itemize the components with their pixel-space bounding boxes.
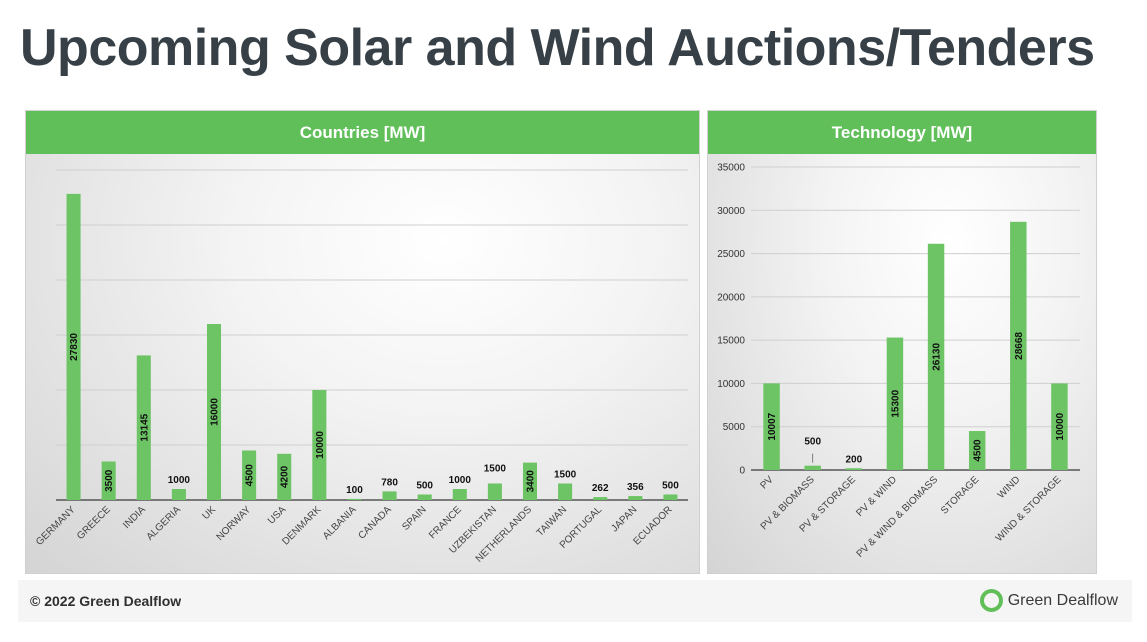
countries-bar-canada <box>382 491 397 500</box>
green-dealflow-ring-icon <box>979 589 1003 612</box>
countries-bar-denmark <box>312 390 327 500</box>
countries-value-label-greece: 3500 <box>104 469 115 492</box>
brand-name: Green Dealflow <box>1007 591 1118 609</box>
countries-value-label-usa: 4200 <box>280 465 291 488</box>
technology-y-tick-label: 15000 <box>717 336 745 347</box>
technology-value-label-storage: 4500 <box>973 439 984 462</box>
technology-y-tick-label: 10000 <box>717 379 745 390</box>
technology-bar-wind-and-storage <box>1051 383 1068 470</box>
countries-bar-uzbekistan <box>487 483 502 500</box>
countries-value-label-uzbekistan: 1500 <box>484 464 507 475</box>
countries-bar-albania <box>347 498 362 500</box>
countries-bar-uk <box>206 324 222 500</box>
countries-value-label-japan: 356 <box>627 482 644 493</box>
countries-bar-netherlands <box>522 462 538 500</box>
countries-category-label-india: INDIA <box>121 504 148 531</box>
technology-category-label-wind: WIND <box>996 474 1023 501</box>
countries-value-label-uk: 16000 <box>210 398 221 426</box>
countries-value-label-netherlands: 3400 <box>526 470 537 493</box>
countries-bar-greece <box>101 461 116 500</box>
countries-bar-portugal <box>593 497 608 500</box>
countries-value-label-algeria: 1000 <box>168 475 191 486</box>
countries-category-label-algeria: ALGERIA <box>145 504 184 543</box>
technology-value-label-wind: 28668 <box>1014 332 1025 360</box>
countries-category-label-uk: UK <box>201 504 219 522</box>
countries-bar-france <box>452 489 467 500</box>
technology-y-tick-label: 35000 <box>717 163 745 174</box>
technology-bar-pv-and-storage <box>845 468 863 470</box>
countries-value-label-germany: 27830 <box>69 333 80 361</box>
countries-bar-japan <box>628 496 643 500</box>
technology-category-label-pv: PV <box>758 474 775 491</box>
technology-y-tick-label: 30000 <box>717 206 745 217</box>
countries-category-label-taiwan: TAIWAN <box>535 504 569 538</box>
technology-category-label-pv-and-wind: PV & WIND <box>854 474 899 519</box>
countries-bar-india <box>136 355 151 500</box>
technology-bar-storage <box>968 431 986 470</box>
countries-bar-germany <box>66 193 81 500</box>
technology-value-label-wind-and-storage: 10000 <box>1055 412 1066 440</box>
countries-bar-ecuador <box>663 494 678 500</box>
countries-value-label-india: 13145 <box>139 413 150 441</box>
brand-logo: Green Dealflow <box>979 589 1118 612</box>
technology-value-label-pv-and-wind: 15300 <box>890 389 901 417</box>
countries-bar-norway <box>242 450 257 500</box>
technology-bar-pv-and-biomass <box>804 465 821 470</box>
countries-category-label-usa: USA <box>266 504 289 527</box>
countries-chart-title: Countries [MW] <box>26 111 699 154</box>
countries-bar-usa <box>277 453 292 500</box>
technology-y-tick-label: 5000 <box>723 422 746 433</box>
technology-y-tick-label: 0 <box>739 466 745 477</box>
countries-value-label-denmark: 10000 <box>315 431 326 459</box>
technology-y-tick-label: 25000 <box>717 249 745 260</box>
technology-value-label-pv-and-storage: 200 <box>845 454 862 465</box>
countries-bar-chart: GERMANY 27830 GREECE 3500 INDIA 13145 ALGERIA 1… <box>34 169 688 565</box>
countries-category-label-spain: SPAIN <box>400 504 428 532</box>
technology-bar-pv-and-wind <box>886 337 904 470</box>
countries-category-label-norway: NORWAY <box>215 504 254 543</box>
footer-bar: © 2022 Green Dealflow Green Dealflow <box>18 580 1132 622</box>
countries-bar-algeria <box>171 489 186 500</box>
countries-category-label-canada: CANADA <box>356 504 393 541</box>
countries-value-label-spain: 500 <box>416 481 433 492</box>
technology-y-tick-label: 20000 <box>717 292 745 303</box>
technology-value-label-pv-and-biomass: 500 <box>804 437 821 448</box>
countries-bar-spain <box>417 494 432 500</box>
countries-category-label-germany: GERMANY <box>34 504 78 548</box>
technology-bar-pv-and-wind-and-biomass <box>927 243 945 470</box>
technology-chart-panel: Technology [MW] 0 5000 10000 15000 20000 2500… <box>707 110 1097 574</box>
technology-category-label-pv-and-wind-and-biomass: PV & WIND & BIOMASS <box>855 474 941 560</box>
countries-category-label-albania: ALBANIA <box>321 504 359 542</box>
countries-value-label-canada: 780 <box>381 477 398 488</box>
countries-value-label-albania: 100 <box>346 485 363 496</box>
countries-category-label-greece: GREECE <box>75 504 113 542</box>
page-title: Upcoming Solar and Wind Auctions/Tenders <box>20 19 1095 77</box>
technology-category-label-storage: STORAGE <box>939 474 981 516</box>
countries-value-label-france: 1000 <box>449 475 472 486</box>
technology-bar-chart: 0 5000 10000 15000 20000 25000 30000 35000 PV 100… <box>717 163 1080 560</box>
technology-value-label-pv-and-wind-and-biomass: 26130 <box>932 343 943 371</box>
countries-category-label-japan: JAPAN <box>609 504 639 534</box>
technology-value-label-pv: 10007 <box>767 412 778 440</box>
technology-bar-pv <box>763 383 780 470</box>
countries-bar-taiwan <box>558 483 573 500</box>
countries-value-label-norway: 4500 <box>245 464 256 487</box>
countries-value-label-taiwan: 1500 <box>554 470 577 481</box>
countries-value-label-ecuador: 500 <box>662 481 679 492</box>
technology-bar-wind <box>1010 221 1027 470</box>
countries-chart-panel: Countries [MW] GERMANY 27830 GREECE 3500 IND… <box>25 110 700 574</box>
copyright-text: © 2022 Green Dealflow <box>30 593 182 609</box>
countries-value-label-portugal: 262 <box>592 483 609 494</box>
technology-chart-title: Technology [MW] <box>708 111 1096 154</box>
